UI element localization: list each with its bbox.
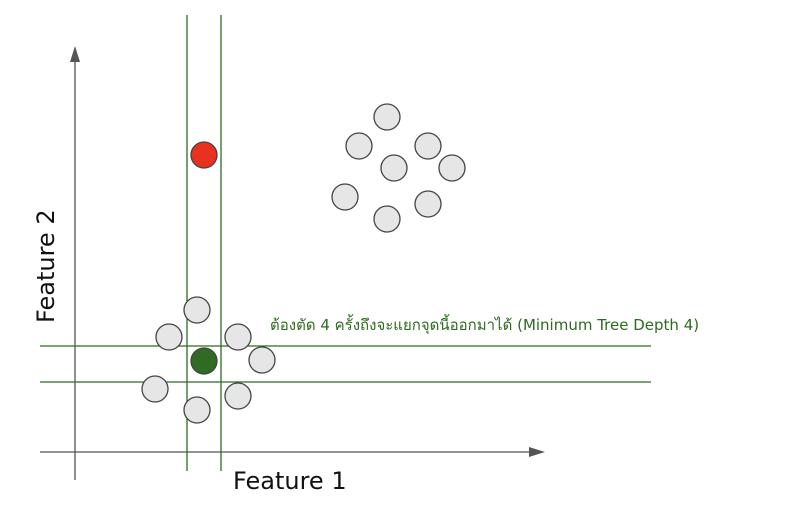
far-cluster-point [373, 205, 401, 233]
far-cluster-point [414, 190, 442, 218]
y-axis-label: Feature 2 [32, 209, 60, 323]
normal-cluster-point [224, 382, 252, 410]
x-axis-label: Feature 1 [233, 467, 347, 495]
normal-cluster [141, 296, 276, 424]
far-cluster-point [331, 183, 359, 211]
far-cluster-point [373, 103, 401, 131]
far-cluster-point [414, 132, 442, 160]
far-cluster-point [345, 132, 373, 160]
normal-cluster-point [183, 296, 211, 324]
y-axis-arrow [70, 46, 80, 62]
normal-cluster-point [155, 323, 183, 351]
normal-cluster-point [141, 375, 169, 403]
red-point [190, 141, 218, 169]
normal-cluster-point [183, 396, 211, 424]
annotation-text: ต้องตัด 4 ครั้งถึงจะแยกจุดนี้ออกมาได้ (M… [270, 314, 699, 335]
far-cluster-point [380, 154, 408, 182]
far-cluster [331, 103, 466, 233]
far-cluster-point [438, 154, 466, 182]
x-axis-arrow [529, 447, 545, 457]
normal-cluster-point [248, 346, 276, 374]
normal-cluster-point [224, 323, 252, 351]
green-point [190, 347, 218, 375]
